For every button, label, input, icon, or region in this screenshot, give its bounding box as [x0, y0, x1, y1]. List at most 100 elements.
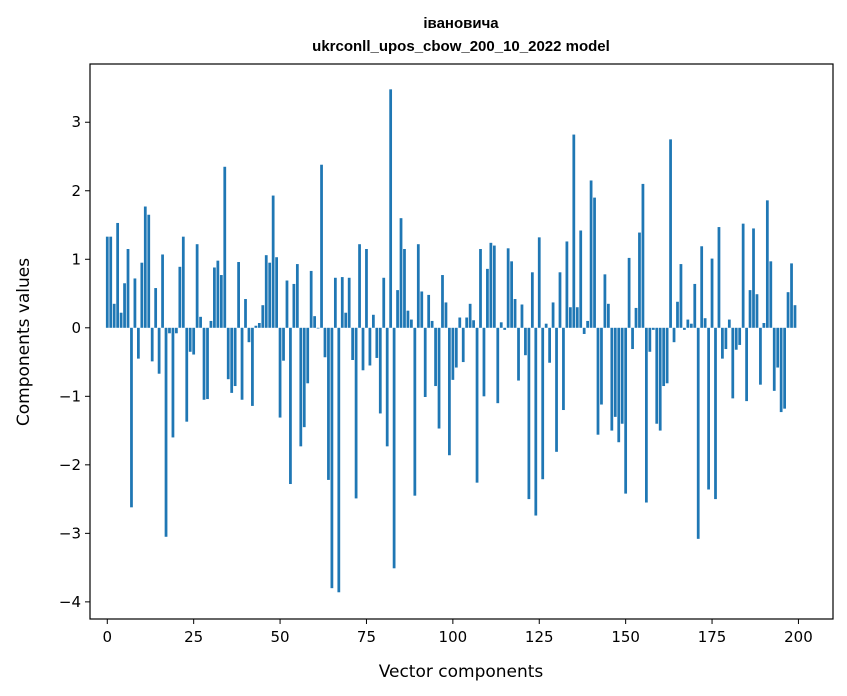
bar-61	[316, 327, 320, 329]
bar-194	[776, 327, 780, 368]
bar-62	[320, 164, 323, 328]
bar-172	[700, 246, 704, 328]
bar-87	[406, 310, 410, 328]
bar-137	[579, 230, 583, 328]
bar-105	[468, 303, 472, 328]
bar-88	[410, 319, 413, 328]
bar-32	[216, 260, 220, 328]
bar-112	[492, 245, 496, 328]
bar-167	[683, 327, 686, 330]
bar-125	[537, 237, 541, 328]
bar-145	[606, 303, 610, 328]
bar-165	[676, 301, 679, 328]
bar-86	[403, 249, 406, 328]
bar-176	[714, 327, 717, 500]
bar-196	[783, 327, 786, 409]
bar-127	[544, 323, 548, 328]
bar-10	[140, 262, 144, 328]
bar-51	[282, 327, 285, 361]
x-tick-label: 200	[784, 628, 813, 646]
bar-188	[755, 294, 759, 328]
y-tick-label: −4	[59, 593, 81, 611]
chart-title-line2: ukrconll_upos_cbow_200_10_2022 model	[312, 38, 610, 55]
bar-19	[171, 327, 175, 438]
bar-111	[489, 242, 493, 328]
x-tick-label: 50	[271, 628, 290, 646]
bar-68	[340, 277, 344, 328]
bars-group	[105, 89, 797, 593]
bar-9	[137, 327, 140, 359]
bar-132	[562, 327, 565, 411]
bar-135	[572, 134, 576, 328]
bar-159	[655, 327, 659, 424]
x-tick-label: 150	[611, 628, 640, 646]
bar-110	[486, 268, 489, 328]
bar-197	[786, 292, 790, 328]
bar-90	[416, 244, 420, 328]
bar-116	[506, 248, 510, 328]
bar-100	[451, 327, 455, 380]
y-axis-label: Components values	[14, 258, 34, 426]
bar-182	[734, 327, 738, 350]
bar-95	[434, 327, 437, 387]
chart-title-line1: івановича	[423, 15, 499, 32]
bar-152	[631, 327, 634, 350]
bar-153	[634, 307, 638, 328]
bar-29	[206, 327, 209, 400]
bar-96	[437, 327, 441, 429]
bar-83	[392, 327, 396, 569]
bar-123	[530, 272, 534, 328]
bar-161	[662, 327, 666, 387]
bar-177	[717, 227, 721, 328]
bar-6	[126, 249, 130, 328]
bar-75	[365, 249, 368, 328]
bar-53	[289, 327, 292, 485]
x-tick-label: 100	[439, 628, 468, 646]
bar-157	[648, 327, 652, 352]
bar-174	[707, 327, 710, 490]
bar-130	[555, 327, 558, 452]
bar-56	[299, 327, 303, 447]
bar-12	[147, 214, 151, 328]
bar-119	[517, 327, 520, 381]
bar-120	[520, 304, 524, 328]
bar-139	[586, 320, 590, 328]
bar-93	[427, 294, 431, 328]
bar-160	[658, 327, 662, 431]
y-tick-label: 2	[71, 182, 81, 200]
bar-171	[696, 327, 700, 539]
bar-50	[278, 327, 282, 418]
bar-34	[223, 166, 227, 328]
x-axis-label: Vector components	[379, 662, 544, 682]
x-tick-label: 75	[357, 628, 376, 646]
bar-154	[638, 232, 641, 328]
bar-92	[423, 327, 427, 397]
bar-3	[116, 222, 120, 328]
y-tick-label: −3	[59, 524, 81, 542]
bar-40	[244, 299, 247, 328]
bar-146	[610, 327, 614, 431]
bar-60	[313, 316, 317, 328]
bar-21	[178, 266, 182, 328]
bar-54	[292, 283, 296, 328]
bar-57	[302, 327, 306, 428]
bar-164	[672, 327, 676, 343]
bar-84	[396, 290, 399, 328]
bar-78	[375, 327, 379, 358]
bar-178	[721, 327, 724, 359]
bar-190	[762, 323, 766, 328]
bar-73	[358, 244, 361, 328]
bar-47	[268, 262, 272, 328]
bar-77	[371, 314, 375, 328]
bar-89	[413, 327, 417, 496]
bar-151	[627, 257, 631, 328]
bar-22	[181, 236, 185, 328]
bar-183	[738, 327, 742, 345]
bar-198	[790, 263, 793, 328]
bar-35	[226, 327, 230, 380]
bar-195	[779, 327, 783, 413]
bar-186	[748, 290, 752, 328]
bar-18	[168, 327, 171, 334]
bar-15	[157, 327, 161, 374]
bar-193	[772, 327, 776, 391]
